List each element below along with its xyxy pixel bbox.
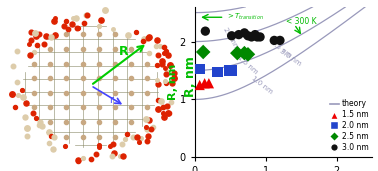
Point <box>252 33 258 36</box>
Point <box>201 82 208 85</box>
Text: R, nm: R, nm <box>184 56 197 97</box>
Text: R: R <box>119 45 129 58</box>
Point <box>277 39 283 42</box>
Point <box>245 53 251 56</box>
Point <box>254 36 260 38</box>
Point <box>234 52 240 55</box>
Point <box>200 51 206 53</box>
Text: $>T_{transition}$: $>T_{transition}$ <box>226 12 264 22</box>
Point <box>248 36 254 38</box>
Text: 1.5 nm: 1.5 nm <box>236 54 258 75</box>
Point <box>242 31 248 34</box>
Text: 3.0 nm: 3.0 nm <box>279 48 302 67</box>
Text: 1.0 nm: 1.0 nm <box>250 75 273 95</box>
Legend: theory, 1.5 nm, 2.0 nm, 2.5 nm, 3.0 nm: theory, 1.5 nm, 2.0 nm, 2.5 nm, 3.0 nm <box>328 98 370 154</box>
Point <box>206 82 212 85</box>
Text: r: r <box>110 95 114 105</box>
Point <box>229 34 235 37</box>
Point <box>214 70 220 73</box>
Text: 2.0 nm: 2.0 nm <box>222 27 239 51</box>
Y-axis label: R, nm: R, nm <box>168 64 178 100</box>
Point <box>197 68 203 71</box>
Point <box>245 34 251 37</box>
Point <box>197 84 203 86</box>
Text: < 300 K: < 300 K <box>286 17 316 26</box>
Point <box>226 69 232 72</box>
Point <box>236 33 242 36</box>
Point <box>202 30 208 32</box>
Point <box>242 52 248 55</box>
Point <box>257 36 263 38</box>
Point <box>271 39 277 42</box>
Text: 2.5 nm: 2.5 nm <box>269 39 292 58</box>
Point <box>229 69 235 72</box>
